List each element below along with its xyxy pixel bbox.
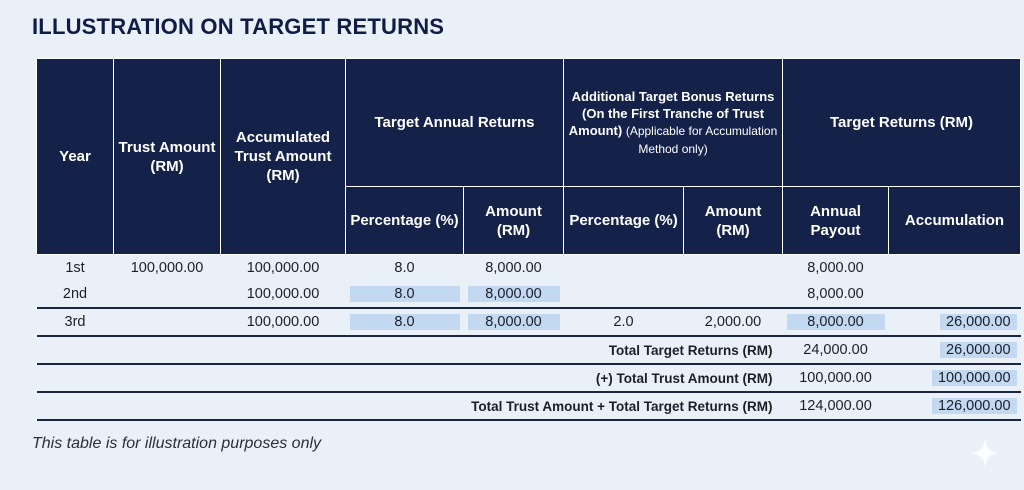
header-accumulation: Accumulation: [888, 186, 1022, 255]
total-payout: 124,000.00: [782, 392, 889, 421]
header-target-returns: Target Returns (RM): [782, 58, 1022, 187]
header-trust-amount: Trust Amount (RM): [113, 58, 221, 255]
table-row: 3rd 100,000.00 8.0 8,000.00 2.0 2,000.00…: [36, 308, 1021, 337]
total-row: (+) Total Trust Amount (RM) 100,000.00 1…: [36, 364, 1021, 393]
header-bonus-percentage: Percentage (%): [563, 186, 685, 255]
header-target-annual-returns: Target Annual Returns: [344, 58, 565, 187]
payout-cell: 8,000.00: [782, 308, 889, 337]
accum-cell: 100,000.00: [246, 260, 320, 276]
total-accumulation: 26,000.00: [940, 342, 1017, 358]
total-accumulation: 126,000.00: [931, 398, 1017, 414]
header-accumulated-trust-amount: Accumulated Trust Amount (RM): [220, 58, 346, 255]
pct-cell: 8.0: [345, 308, 464, 337]
total-row: Total Trust Amount + Total Target Return…: [36, 392, 1021, 421]
accum-cell: 100,000.00: [220, 308, 346, 337]
pct-cell: 8.0: [394, 260, 415, 276]
amt-cell: 8,000.00: [463, 281, 564, 309]
bonus-amt-cell: [684, 255, 783, 282]
bonus-pct-cell: 2.0: [563, 308, 684, 337]
total-payout: 100,000.00: [782, 364, 889, 393]
illustration-note: This table is for illustration purposes …: [32, 435, 322, 452]
amt-value: 8,000.00: [467, 314, 560, 330]
amt-cell: 8,000.00: [463, 308, 564, 337]
accumulation-cell: 26,000.00: [888, 308, 1021, 337]
sparkle-icon: [970, 438, 1000, 468]
bonus-amt-cell: [683, 281, 783, 309]
accumulation-cell: [888, 281, 1021, 309]
bonus-pct-cell: [564, 255, 684, 282]
total-accumulation-cell: 100,000.00: [888, 364, 1021, 393]
bonus-amt-cell: 2,000.00: [683, 308, 783, 337]
header-annual-payout: Annual Payout: [782, 186, 890, 255]
total-label: Total Trust Amount + Total Target Return…: [36, 392, 783, 421]
total-label: Total Target Returns (RM): [36, 336, 783, 365]
accumulation-value: 26,000.00: [940, 314, 1017, 330]
header-amount: Amount (RM): [462, 186, 565, 255]
accumulation-cell: [889, 255, 1021, 282]
header-bonus-amount: Amount (RM): [683, 186, 784, 255]
payout-cell: 8,000.00: [807, 260, 864, 276]
pct-value: 8.0: [349, 314, 460, 330]
target-returns-table: Year Trust Amount (RM) Accumulated Trust…: [36, 58, 1022, 421]
payout-cell: 8,000.00: [782, 281, 889, 309]
total-accumulation-cell: 26,000.00: [888, 336, 1021, 365]
total-payout: 24,000.00: [782, 336, 889, 365]
accum-cell: 100,000.00: [220, 281, 346, 309]
amt-cell: 8,000.00: [485, 260, 542, 276]
header-additional-bonus: Additional Target Bonus Returns (On the …: [563, 58, 784, 187]
trust-cell: [113, 281, 221, 309]
header-bonus-main: Additional Target Bonus Returns (On the …: [568, 88, 775, 138]
bonus-pct-cell: [563, 281, 684, 309]
pct-cell: 8.0: [345, 281, 464, 309]
year-cell: 1st: [65, 260, 85, 276]
total-accumulation-cell: 126,000.00: [888, 392, 1021, 421]
year-cell: 2nd: [36, 281, 114, 309]
trust-cell: 100,000.00: [130, 260, 204, 276]
header-bonus-note: (Applicable for Accumulation Method only…: [625, 123, 778, 156]
table-row: 2nd 100,000.00 8.0 8,000.00 8,000.00: [36, 281, 1021, 309]
header-year: Year: [36, 58, 114, 255]
payout-value: 8,000.00: [786, 314, 885, 330]
header-percentage: Percentage (%): [345, 186, 464, 255]
amt-value: 8,000.00: [467, 286, 560, 302]
pct-value: 8.0: [349, 286, 460, 302]
total-label: (+) Total Trust Amount (RM): [36, 364, 783, 393]
trust-cell: [113, 308, 221, 337]
total-accumulation: 100,000.00: [931, 370, 1017, 386]
table-row: 1st 100,000.00 100,000.00 8.0 8,000.00 8…: [37, 255, 1021, 282]
year-cell: 3rd: [36, 308, 114, 337]
page-title: ILLUSTRATION ON TARGET RETURNS: [32, 14, 445, 39]
total-row: Total Target Returns (RM) 24,000.00 26,0…: [36, 336, 1021, 365]
